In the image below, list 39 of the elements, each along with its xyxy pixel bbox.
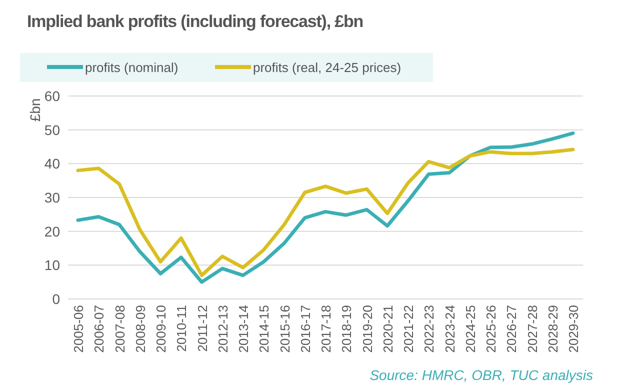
line-series: [76, 148, 575, 278]
x-tick-label: 2009-10: [154, 305, 168, 353]
x-tick-label: 2012-13: [215, 305, 230, 353]
y-tick-label: 20: [44, 223, 60, 240]
x-tick-label: 2007-08: [112, 305, 128, 353]
x-tick-label: 2025-26: [484, 305, 498, 353]
y-tick-label: 60: [44, 88, 60, 104]
y-tick-label: 50: [44, 122, 60, 138]
x-tick-label: 2022-23: [422, 305, 437, 353]
x-tick-label: 2021-22: [401, 305, 416, 353]
y-tick-label: 0: [52, 291, 60, 307]
x-tick-label: 2027-28: [524, 305, 540, 353]
x-tick-label: 2013-14: [236, 305, 251, 353]
x-tick-label: 2017-18: [318, 305, 334, 353]
x-tick-label: 2026-27: [504, 305, 520, 353]
x-tick-label: 2010-11: [174, 305, 190, 352]
x-tick-label: 2016-17: [298, 305, 313, 353]
line-series: [76, 131, 575, 284]
y-tick-label: 10: [44, 257, 60, 274]
x-tick-label: 2028-29: [545, 305, 560, 353]
chart-title: Implied bank profits (including forecast), £bn: [27, 12, 364, 31]
x-tick-label: 2029-30: [566, 305, 581, 353]
y-tick-label: 40: [44, 156, 60, 172]
x-tick-label: 2023-24: [442, 305, 458, 353]
source-note: Source: HMRC, OBR, TUC analysis: [370, 367, 593, 383]
legend-label: profits (nominal): [85, 60, 178, 75]
x-tick-label: 2006-07: [92, 305, 107, 353]
x-tick-label: 2008-09: [132, 305, 148, 353]
y-axis-title: £bn: [27, 98, 43, 122]
legend-label: profits (real, 24-25 prices): [253, 60, 402, 75]
x-tick-label: 2011-12: [194, 305, 210, 352]
x-tick-label: 2020-21: [380, 305, 396, 353]
x-tick-label: 2019-20: [360, 305, 375, 353]
x-tick-label: 2014-15: [256, 305, 272, 353]
x-tick-label: 2005-06: [71, 305, 86, 353]
x-tick-label: 2024-25: [462, 305, 478, 353]
y-tick-label: 30: [44, 190, 60, 206]
x-tick-label: 2015-16: [277, 305, 292, 353]
x-tick-label: 2018-19: [339, 305, 354, 353]
